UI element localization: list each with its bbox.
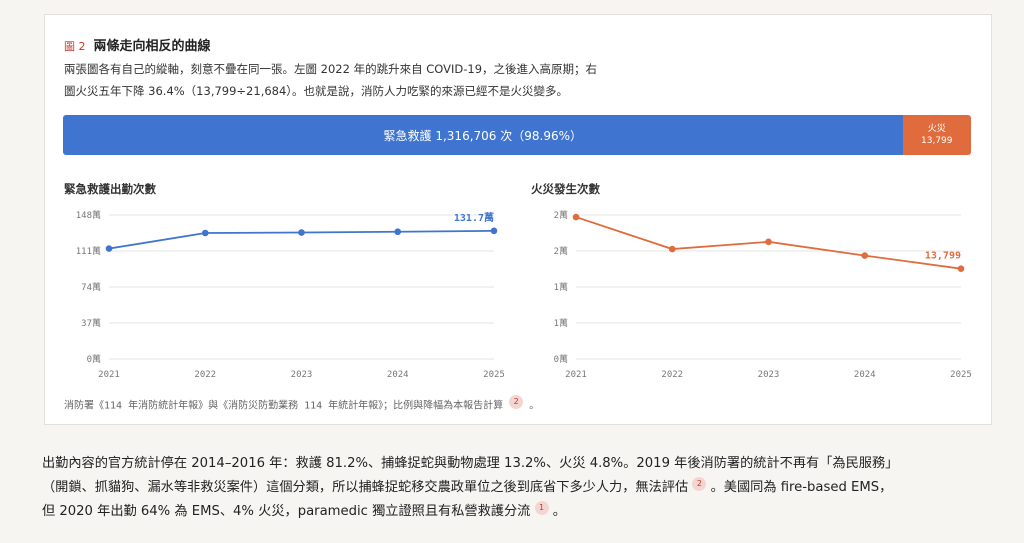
ems-chart-data-point — [394, 228, 402, 236]
fire-chart-y-tick-label: 1萬 — [554, 281, 568, 293]
fire-chart-x-tick-label: 2022 — [661, 370, 683, 380]
paragraph-line-3: 但 2020 年出勤 64% 為 EMS、4% 火災，paramedic 獨立證… — [42, 500, 992, 524]
citation-badge[interactable]: 1 — [534, 500, 549, 515]
fire-chart-data-point — [668, 245, 676, 253]
ems-chart-x-tick-label: 2023 — [291, 370, 313, 380]
figure-source: 消防署《114 年消防統計年報》與《消防災防勤業務 114 年統計年報》；比例與… — [64, 395, 539, 411]
share-bar-fire-segment: 火災 13,799 — [902, 115, 971, 155]
figure-title: 兩條走向相反的曲線 — [93, 39, 211, 54]
share-bar-fire-label: 火災 — [927, 124, 946, 134]
ems-chart-x-tick-label: 2024 — [387, 370, 409, 380]
ems-chart-data-point — [298, 229, 305, 236]
fire-chart-x-tick-label: 2025 — [950, 370, 972, 380]
fire-chart-y-tick-label: 0萬 — [554, 353, 568, 365]
paragraph-line-2: （開鎖、抓貓狗、漏水等非救災案件）這個分類，所以捕蜂捉蛇移交農政單位之後到底省下… — [42, 476, 992, 500]
figure-heading: 圖 2 兩條走向相反的曲線 — [64, 35, 211, 54]
fire-chart-data-point — [765, 238, 772, 246]
description-line-1: 兩張圖各有自己的縱軸，刻意不疊在同一張。左圖 2022 年的跳升來自 COVID… — [64, 62, 598, 76]
citation-badge[interactable]: 2 — [509, 395, 524, 409]
body-paragraph: 出勤內容的官方統計停在 2014–2016 年：救護 81.2%、捕蜂捉蛇與動物… — [42, 452, 992, 524]
ems-chart-y-tick-label: 74萬 — [81, 281, 101, 293]
figure-card: 圖 2 兩條走向相反的曲線 兩張圖各有自己的縱軸，刻意不疊在同一張。左圖 2022… — [44, 14, 992, 425]
fire-chart-data-point — [957, 265, 965, 272]
source-text: 消防署《114 年消防統計年報》與《消防災防勤業務 114 年統計年報》；比例與… — [64, 400, 504, 412]
fire-chart-y-tick-label: 2萬 — [554, 209, 568, 221]
share-bar-ems-label: 緊急救護 1,316,706 次（98.96%） — [383, 128, 582, 143]
ems-chart-y-tick-label: 111萬 — [76, 245, 101, 257]
ems-chart-y-tick-label: 148萬 — [76, 209, 101, 221]
ems-chart-end-value-label: 131.7萬 — [454, 211, 494, 224]
source-tail: 。 — [529, 400, 540, 412]
figure-description: 兩張圖各有自己的縱軸，刻意不疊在同一張。左圖 2022 年的跳升來自 COVID… — [64, 58, 664, 102]
ems-chart-y-tick-label: 37萬 — [81, 317, 101, 329]
description-line-2: 圖火災五年下降 36.4%（13,799÷21,684）。也就是說，消防人力吃緊… — [64, 84, 569, 98]
paragraph-line-2-tail: 。美國同為 fire-based EMS， — [710, 480, 893, 495]
share-bar-ems-segment: 緊急救護 1,316,706 次（98.96%） — [63, 115, 903, 155]
ems-chart-x-tick-label: 2025 — [483, 370, 505, 380]
paragraph-line-3-text: 但 2020 年出勤 64% 為 EMS、4% 火災，paramedic 獨立證… — [42, 504, 531, 519]
fire-chart-x-tick-label: 2021 — [565, 370, 587, 380]
ems-chart-data-point — [105, 245, 113, 252]
ems-chart-x-tick-label: 2021 — [98, 370, 120, 380]
ems-chart-title: 緊急救護出勤次數 — [64, 182, 156, 196]
fire-chart-title: 火災發生次數 — [531, 182, 600, 196]
ems-chart-data-point — [201, 229, 209, 237]
citation-badge[interactable]: 2 — [692, 476, 707, 491]
figure-label: 圖 2 — [64, 40, 86, 53]
fire-chart-data-point — [861, 252, 869, 259]
paragraph-line-2-text: （開鎖、抓貓狗、漏水等非救災案件）這個分類，所以捕蜂捉蛇移交農政單位之後到底省下… — [42, 480, 689, 495]
fire-line-chart: 0萬 1萬 1萬 2萬 2萬 2021 2022 2023 2024 2025 13,799 — [554, 209, 972, 380]
paragraph-line-3-tail: 。 — [552, 504, 566, 519]
ems-line-chart: 0萬 37萬 74萬 111萬 148萬 2021 2022 2023 2024 2025 131.… — [76, 209, 505, 380]
fire-chart-x-tick-label: 2024 — [854, 370, 876, 380]
share-bar: 緊急救護 1,316,706 次（98.96%） 火災 13,799 — [63, 115, 971, 155]
fire-chart-data-point — [572, 213, 580, 221]
fire-chart-y-tick-label: 1萬 — [554, 317, 568, 329]
fire-chart-end-value-label: 13,799 — [925, 251, 961, 262]
ems-chart-y-tick-label: 0萬 — [87, 353, 101, 365]
ems-chart-data-point — [490, 227, 498, 235]
share-bar-fire-value: 13,799 — [921, 136, 953, 146]
paragraph-line-1: 出勤內容的官方統計停在 2014–2016 年：救護 81.2%、捕蜂捉蛇與動物… — [42, 456, 899, 471]
fire-chart-x-tick-label: 2023 — [758, 370, 780, 380]
fire-chart-y-tick-label: 2萬 — [554, 245, 568, 257]
ems-chart-x-tick-label: 2022 — [194, 370, 216, 380]
